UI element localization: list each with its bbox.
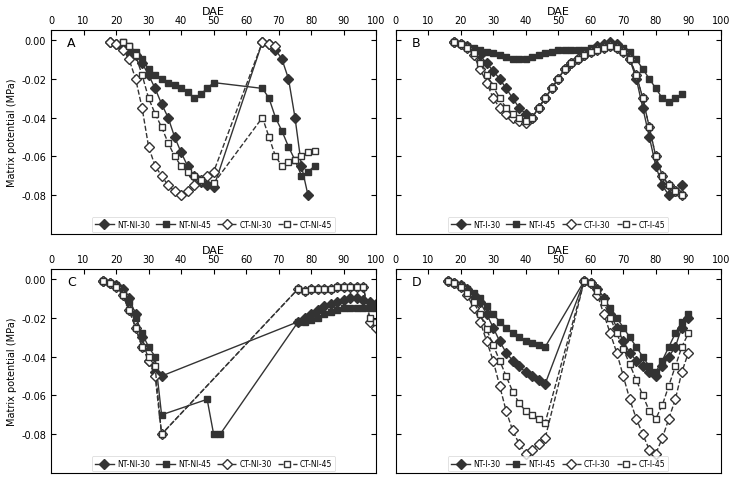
Legend: NT-I-30, NT-I-45, CT-I-30, CT-I-45: NT-I-30, NT-I-45, CT-I-30, CT-I-45 [448,217,668,233]
Y-axis label: Matrix potential (MPa): Matrix potential (MPa) [7,317,17,426]
X-axis label: DAE: DAE [202,7,225,17]
Legend: NT-NI-30, NT-NI-45, CT-NI-30, CT-NI-45: NT-NI-30, NT-NI-45, CT-NI-30, CT-NI-45 [92,217,335,233]
Legend: NT-I-30, NT-I-45, CT-I-30, CT-I-45: NT-I-30, NT-I-45, CT-I-30, CT-I-45 [448,456,668,471]
X-axis label: DAE: DAE [202,246,225,255]
Text: B: B [412,37,420,50]
Text: A: A [67,37,76,50]
Y-axis label: Matrix potential (MPa): Matrix potential (MPa) [7,79,17,187]
Text: C: C [67,276,76,289]
X-axis label: DAE: DAE [547,246,570,255]
Legend: NT-NI-30, NT-NI-45, CT-NI-30, CT-NI-45: NT-NI-30, NT-NI-45, CT-NI-30, CT-NI-45 [92,456,335,471]
X-axis label: DAE: DAE [547,7,570,17]
Text: D: D [412,276,422,289]
